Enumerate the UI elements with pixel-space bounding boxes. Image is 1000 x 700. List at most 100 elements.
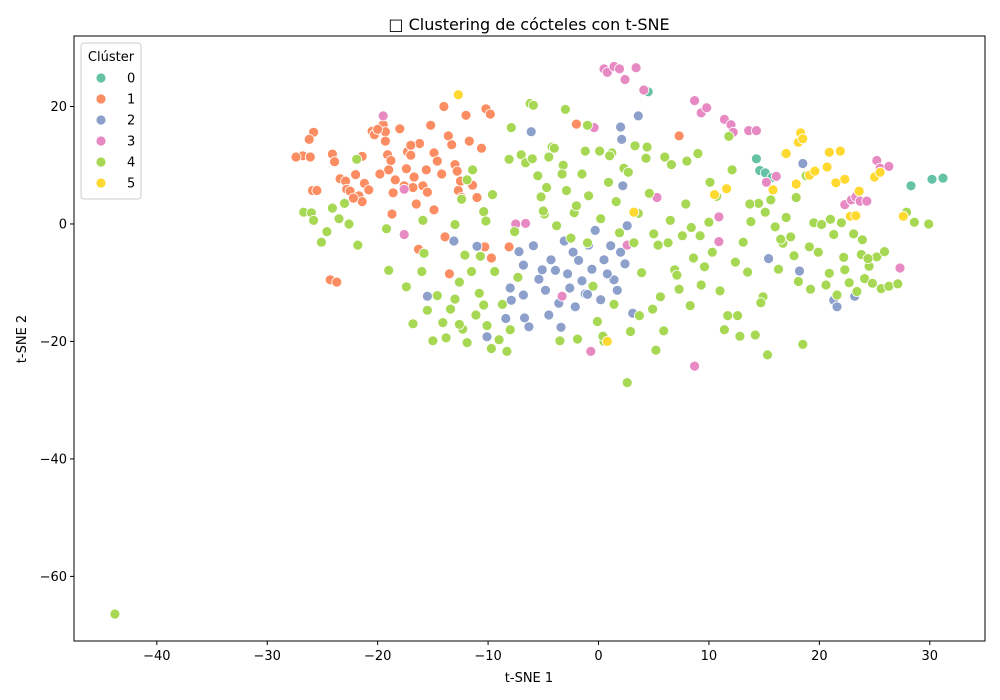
data-point-cluster-4 [825, 213, 836, 225]
data-point-cluster-4 [473, 287, 485, 299]
data-point-cluster-4 [762, 349, 773, 361]
data-point-cluster-4 [749, 329, 761, 341]
data-point-cluster-0 [905, 180, 917, 192]
data-point-cluster-1 [304, 151, 316, 163]
data-point-cluster-1 [410, 198, 422, 210]
data-point-cluster-4 [481, 320, 493, 332]
data-point-cluster-4 [604, 150, 615, 162]
x-tick-label: 20 [811, 649, 828, 664]
data-point-cluster-4 [706, 246, 718, 258]
data-point-cluster-3 [770, 170, 782, 182]
data-point-cluster-4 [487, 189, 498, 201]
data-point-cluster-4 [812, 246, 824, 258]
data-point-cluster-4 [583, 190, 594, 202]
data-point-cluster-4 [418, 247, 430, 259]
data-point-cluster-4 [445, 303, 456, 315]
plot-frame [73, 35, 986, 642]
data-point-cluster-4 [655, 291, 666, 303]
data-point-cluster-4 [493, 334, 505, 346]
data-point-cluster-3 [701, 102, 713, 114]
data-point-cluster-1 [421, 186, 433, 198]
data-point-cluster-3 [601, 67, 613, 78]
data-point-cluster-4 [528, 99, 539, 111]
data-point-cluster-2 [573, 254, 584, 266]
data-point-cluster-3 [883, 160, 895, 172]
data-point-cluster-2 [448, 235, 460, 247]
data-point-cluster-1 [425, 119, 437, 131]
legend-marker-3 [95, 135, 107, 147]
data-point-cluster-4 [383, 264, 395, 276]
data-point-cluster-1 [407, 182, 419, 193]
data-point-cluster-1 [350, 169, 362, 181]
data-point-cluster-4 [339, 197, 350, 209]
data-point-cluster-4 [427, 335, 439, 347]
x-tick-label: −40 [143, 649, 170, 664]
data-point-cluster-5 [834, 145, 846, 157]
data-point-cluster-2 [794, 265, 805, 277]
data-point-cluster-4 [804, 241, 815, 253]
data-point-cluster-4 [677, 230, 688, 242]
data-point-cluster-4 [673, 283, 685, 295]
legend-label-2: 2 [127, 114, 135, 129]
data-point-cluster-4 [647, 303, 658, 315]
data-point-cluster-2 [505, 294, 517, 306]
data-point-cluster-2 [564, 282, 576, 294]
data-point-cluster-3 [761, 176, 772, 188]
data-point-cluster-4 [572, 333, 583, 345]
data-point-cluster-2 [611, 284, 623, 296]
data-point-cluster-5 [874, 166, 886, 178]
data-point-cluster-4 [315, 236, 327, 248]
data-point-cluster-4 [843, 277, 855, 289]
data-point-cluster-4 [648, 228, 660, 240]
data-point-cluster-2 [504, 282, 516, 294]
y-tick-label: −60 [40, 570, 67, 585]
data-point-cluster-1 [428, 204, 440, 216]
data-point-cluster-4 [769, 221, 781, 233]
data-point-cluster-4 [640, 152, 652, 164]
data-point-cluster-5 [809, 165, 821, 177]
data-point-cluster-1 [331, 276, 343, 288]
data-point-cluster-5 [601, 335, 613, 347]
data-point-cluster-4 [505, 122, 517, 133]
data-point-cluster-1 [484, 108, 496, 120]
data-point-cluster-4 [785, 231, 797, 243]
x-tick-label: −30 [254, 649, 281, 664]
data-point-cluster-5 [709, 189, 720, 201]
data-point-cluster-4 [417, 214, 429, 226]
data-point-cluster-1 [405, 149, 417, 161]
data-point-cluster-2 [601, 268, 613, 280]
data-point-cluster-4 [621, 377, 633, 389]
data-point-cluster-2 [481, 331, 493, 343]
data-point-cluster-4 [485, 343, 497, 354]
data-point-cluster-1 [443, 268, 455, 280]
y-tick-label: −40 [40, 452, 67, 467]
data-point-cluster-4 [636, 267, 647, 279]
data-point-cluster-2 [763, 253, 774, 265]
data-point-cluster-4 [694, 230, 706, 242]
data-point-cluster-3 [630, 62, 642, 74]
data-point-cluster-4 [793, 276, 804, 287]
data-point-cluster-1 [303, 133, 315, 145]
data-point-cluster-4 [622, 166, 634, 178]
data-point-cluster-4 [541, 182, 552, 193]
data-point-cluster-4 [466, 266, 477, 277]
data-point-cluster-4 [681, 155, 693, 167]
data-point-cluster-4 [671, 269, 683, 281]
data-point-cluster-4 [603, 176, 614, 188]
data-point-cluster-4 [780, 212, 792, 223]
data-point-cluster-4 [526, 153, 538, 165]
data-point-cluster-1 [414, 138, 426, 149]
y-axis-ticks: −60 −40 −20 0 20 [40, 100, 74, 585]
data-point-cluster-1 [383, 164, 395, 176]
data-point-cluster-1 [405, 139, 417, 151]
data-point-cluster-4 [634, 310, 645, 322]
data-point-cluster-2 [525, 126, 537, 138]
data-point-cluster-4 [326, 202, 338, 214]
data-point-cluster-4 [685, 222, 697, 233]
data-point-cluster-4 [560, 104, 571, 115]
data-point-cluster-1 [446, 139, 458, 151]
data-point-cluster-4 [805, 283, 816, 295]
data-point-cluster-2 [518, 259, 529, 271]
data-point-cluster-4 [595, 213, 607, 225]
